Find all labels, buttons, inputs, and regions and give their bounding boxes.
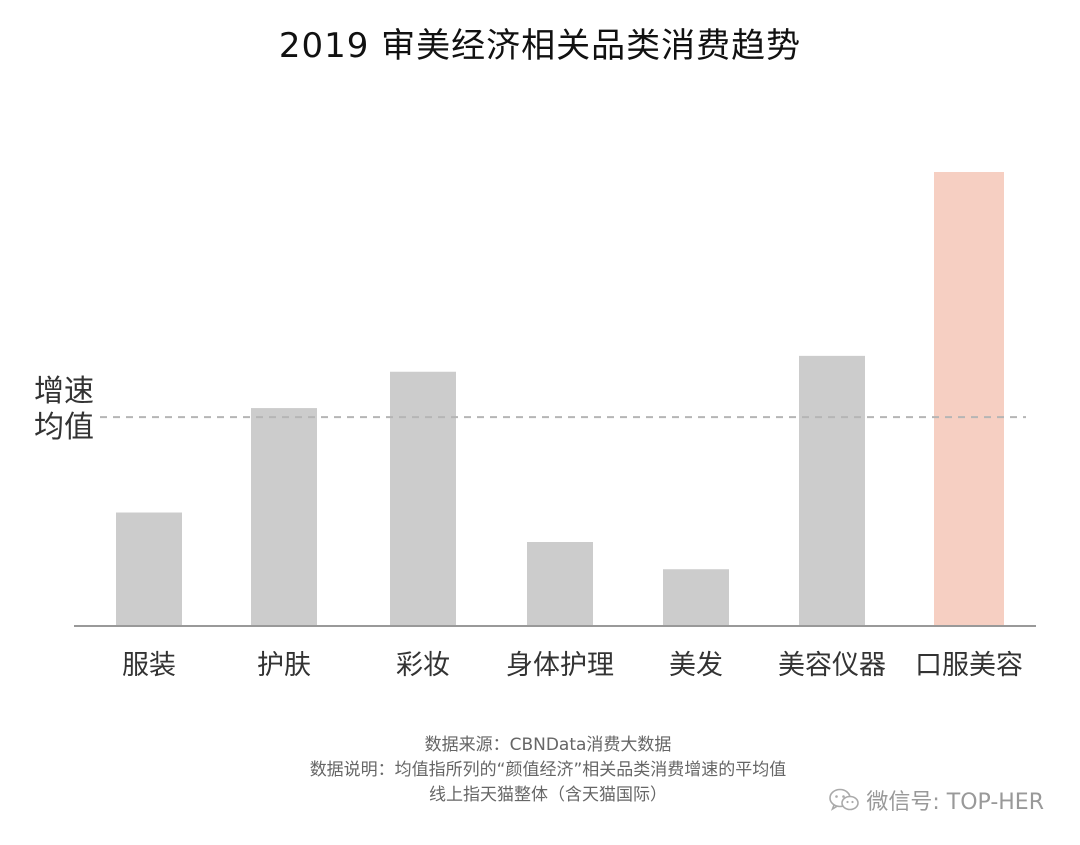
average-label-line2: 均值 bbox=[34, 410, 94, 445]
x-tick-label: 美发 bbox=[669, 650, 723, 681]
x-tick-labels: 服装 护肤 彩妆 身体护理 美发 美容仪器 口服美容 bbox=[122, 650, 1023, 681]
average-label: 增速 均值 bbox=[34, 374, 94, 446]
footnote-scope: 线上指天猫整体（含天猫国际） bbox=[429, 785, 667, 805]
bar-3 bbox=[390, 371, 456, 626]
bar-4 bbox=[527, 542, 593, 626]
wechat-icon bbox=[829, 788, 860, 811]
average-label-line1: 增速 bbox=[34, 374, 94, 409]
bar-5 bbox=[663, 569, 729, 626]
watermark-text: 微信号: TOP-HER bbox=[866, 790, 1044, 815]
watermark: 微信号: TOP-HER bbox=[828, 784, 1044, 816]
bar-7 bbox=[934, 172, 1004, 626]
x-tick-label: 美容仪器 bbox=[778, 650, 886, 681]
x-tick-label: 彩妆 bbox=[396, 650, 450, 681]
x-tick-label: 身体护理 bbox=[506, 650, 614, 681]
x-tick-label: 护肤 bbox=[257, 650, 311, 681]
bar-6 bbox=[799, 355, 865, 626]
bars-group bbox=[116, 172, 1004, 626]
chart-title: 2019 审美经济相关品类消费趋势 bbox=[278, 26, 802, 66]
x-tick-label: 服装 bbox=[122, 650, 176, 681]
footnote-source: 数据来源：CBNData消费大数据 bbox=[424, 735, 672, 755]
x-tick-label: 口服美容 bbox=[915, 650, 1023, 681]
bar-1 bbox=[116, 512, 182, 626]
bar-2 bbox=[251, 408, 317, 626]
footnote-description: 数据说明：均值指所列的“颜值经济”相关品类消费增速的平均值 bbox=[309, 760, 787, 780]
